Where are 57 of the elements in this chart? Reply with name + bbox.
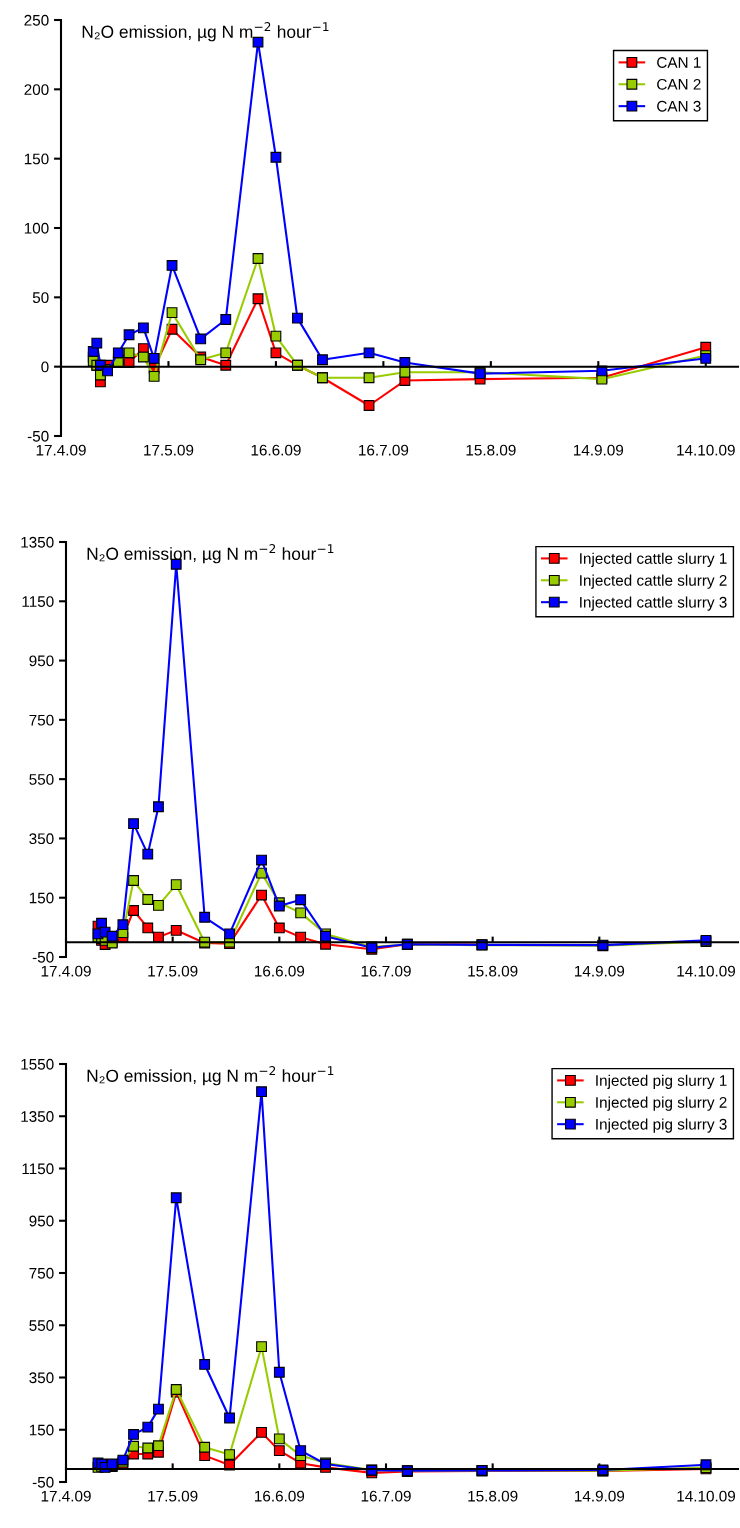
chart-title: N₂O emission, µg N m$^{−2}$ hour$^{−1}$ xyxy=(87,1066,334,1086)
legend-label: Injected cattle slurry 3 xyxy=(580,596,727,611)
y-tick-label: 200 xyxy=(24,84,49,96)
x-tick-label: 14.10.09 xyxy=(677,1490,736,1502)
y-tick-label: 100 xyxy=(24,222,49,234)
x-tick-label: 14.9.09 xyxy=(575,965,625,977)
x-tick-label: 14.10.09 xyxy=(677,444,735,456)
x-tick-label: 16.6.09 xyxy=(255,965,305,977)
legend-label: CAN 3 xyxy=(657,100,701,112)
x-tick-label: 17.5.09 xyxy=(144,444,194,456)
y-tick-label: 50 xyxy=(32,292,49,304)
legend-label: CAN 1 xyxy=(657,57,701,68)
y-tick-label: 950 xyxy=(29,655,54,667)
y-tick-label: -50 xyxy=(32,1476,54,1488)
legend-label: CAN 2 xyxy=(657,78,701,90)
x-tick-label: 16.7.09 xyxy=(361,1490,411,1502)
x-tick-label: 16.6.09 xyxy=(255,1490,305,1502)
x-tick-label: 16.7.09 xyxy=(361,965,411,977)
y-tick-label: 1350 xyxy=(21,536,54,548)
x-tick-label: 17.4.09 xyxy=(36,444,86,456)
x-tick-label: 17.4.09 xyxy=(41,965,91,977)
x-tick-label: 17.5.09 xyxy=(148,1490,198,1502)
y-tick-label: 350 xyxy=(29,833,54,845)
legend-label: Injected pig slurry 1 xyxy=(596,1074,727,1089)
x-tick-label: 15.8.09 xyxy=(468,965,518,977)
y-tick-label: 150 xyxy=(29,1424,54,1436)
x-tick-label: 16.6.09 xyxy=(251,444,301,456)
y-tick-label: 250 xyxy=(24,14,49,26)
x-tick-label: 14.10.09 xyxy=(677,965,736,977)
x-tick-label: 14.9.09 xyxy=(575,1490,625,1502)
y-tick-label: 750 xyxy=(29,1267,54,1279)
y-tick-label: -50 xyxy=(32,951,54,963)
x-tick-label: 15.8.09 xyxy=(466,444,516,456)
chart-title: N₂O emission, µg N m$^{−2}$ hour$^{−1}$ xyxy=(87,544,334,564)
x-tick-label: 16.7.09 xyxy=(359,444,409,456)
y-tick-label: 150 xyxy=(24,153,49,165)
y-tick-label: 950 xyxy=(29,1215,54,1227)
y-tick-label: 1150 xyxy=(22,596,54,607)
y-tick-label: 0 xyxy=(41,361,49,373)
x-tick-label: 17.5.09 xyxy=(148,965,198,977)
y-tick-label: 550 xyxy=(29,774,54,785)
y-tick-label: 150 xyxy=(29,892,54,904)
y-tick-label: 550 xyxy=(29,1320,54,1331)
x-tick-label: 17.4.09 xyxy=(41,1490,91,1502)
y-tick-label: 1150 xyxy=(22,1163,54,1175)
y-tick-label: 750 xyxy=(29,714,54,726)
legend-label: Injected cattle slurry 2 xyxy=(580,574,727,589)
x-tick-label: 14.9.09 xyxy=(573,444,624,456)
chart-title: N₂O emission, µg N m$^{−2}$ hour$^{−1}$ xyxy=(82,22,329,42)
legend-label: Injected pig slurry 3 xyxy=(596,1118,727,1133)
y-tick-label: 350 xyxy=(29,1372,54,1384)
y-tick-label: 1550 xyxy=(21,1058,54,1070)
x-tick-label: 15.8.09 xyxy=(468,1490,518,1502)
y-tick-label: -50 xyxy=(27,430,49,442)
y-tick-label: 1350 xyxy=(21,1111,54,1122)
legend-label: Injected cattle slurry 1 xyxy=(580,552,727,567)
legend-label: Injected pig slurry 2 xyxy=(596,1096,727,1111)
